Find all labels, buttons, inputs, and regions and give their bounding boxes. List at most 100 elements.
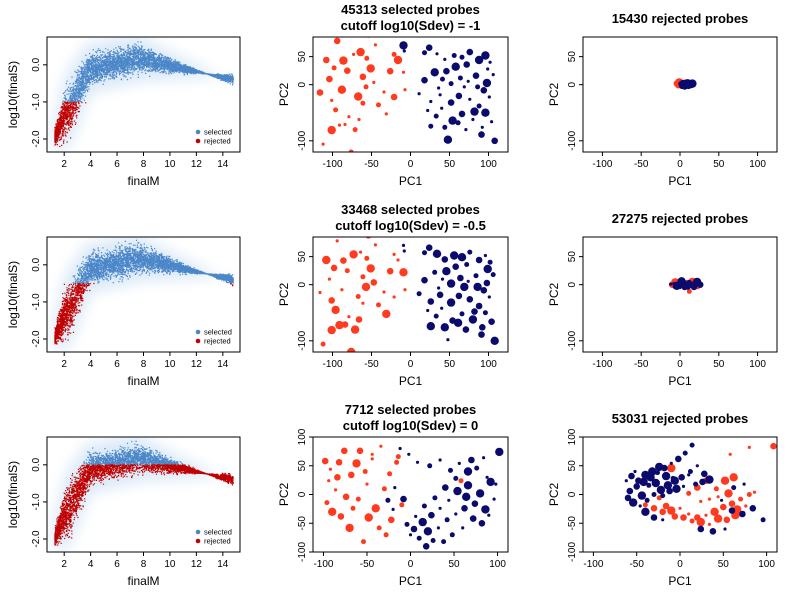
data-point [440,323,449,332]
data-point [471,308,478,315]
data-point [327,479,331,483]
data-point [453,318,463,327]
data-point [355,316,363,323]
data-point [386,67,394,75]
plot-area [52,437,234,552]
panel-6: 27275 rejected probes -100 -50 0 50 100 -100 0 5… [547,211,778,388]
data-point [672,484,681,493]
data-point [379,444,383,448]
series-group-a [316,37,407,152]
data-point [695,464,699,468]
x-tick-label: 100 [480,159,497,170]
data-point [443,57,447,62]
data-point [744,504,748,508]
x-tick-label: 0 [408,159,414,170]
data-point [361,282,371,292]
data-point [365,482,369,486]
data-point [720,503,727,511]
data-point [415,460,420,464]
data-point [361,539,366,545]
data-point [427,298,435,305]
data-point [355,294,361,299]
series-group-b [399,41,499,145]
data-point [444,517,450,523]
series-group-b [624,442,766,535]
data-point [661,471,671,481]
data-point [655,462,664,472]
legend-label-selected: selected [204,328,232,337]
data-point [483,264,492,274]
y-tick-label: 50 [297,251,308,263]
data-point [454,512,458,516]
plot-area [318,237,499,352]
data-point [385,497,391,503]
data-point [490,336,499,345]
rejected-points [54,464,234,546]
series-group-b [401,243,499,345]
y-tick-label: 0 [297,81,308,87]
data-point [357,117,361,122]
selected-points [72,239,234,284]
x-axis-label: finalM [127,374,159,388]
data-point [478,331,485,338]
series-group-a [321,444,464,545]
x-tick-label: -100 [592,359,612,370]
x-tick-label: -50 [364,159,379,170]
data-point [475,84,481,90]
data-point [447,99,455,106]
data-point [328,507,337,516]
data-point [491,73,495,77]
data-point [373,43,377,47]
data-point [460,282,469,292]
x-tick-label: -100 [322,359,342,370]
y-axis-label: PC2 [277,83,291,107]
data-point [381,486,387,492]
data-point [482,456,486,460]
x-tick-label: 100 [480,359,497,370]
data-point [432,269,438,275]
data-point [372,80,376,84]
data-point [361,301,365,305]
data-point [680,279,688,287]
y-tick-label: -2.0 [31,330,42,348]
data-point [663,481,673,490]
data-point [451,62,460,71]
data-point [442,124,448,130]
data-point [440,277,445,281]
x-tick-label: 8 [141,359,147,370]
y-axis-label: PC2 [277,283,291,307]
data-point [473,273,479,279]
legend-marker-rejected [195,138,201,144]
data-point [680,514,687,521]
data-point [347,315,351,319]
y-tick-label: -2.0 [31,530,42,548]
data-point [453,475,459,481]
data-point [678,285,682,290]
data-point [760,517,766,523]
data-point [443,67,450,75]
data-point [416,291,422,297]
data-point [330,98,334,102]
data-point [749,505,757,512]
data-point [481,108,490,117]
plot-area [52,37,234,152]
selected-points [83,440,186,466]
data-point [466,48,474,56]
data-point [348,149,354,152]
data-point [359,250,363,254]
data-point [440,106,444,110]
data-point [492,497,496,501]
data-point [395,454,401,460]
data-point [370,452,374,456]
data-point [462,492,471,501]
data-point [440,76,445,82]
data-point [487,513,491,517]
data-point [384,112,388,116]
x-tick-label: 100 [749,159,766,170]
data-point [443,135,453,144]
data-point [417,92,421,96]
data-point [666,487,673,495]
y-tick-label: 50 [567,460,578,472]
